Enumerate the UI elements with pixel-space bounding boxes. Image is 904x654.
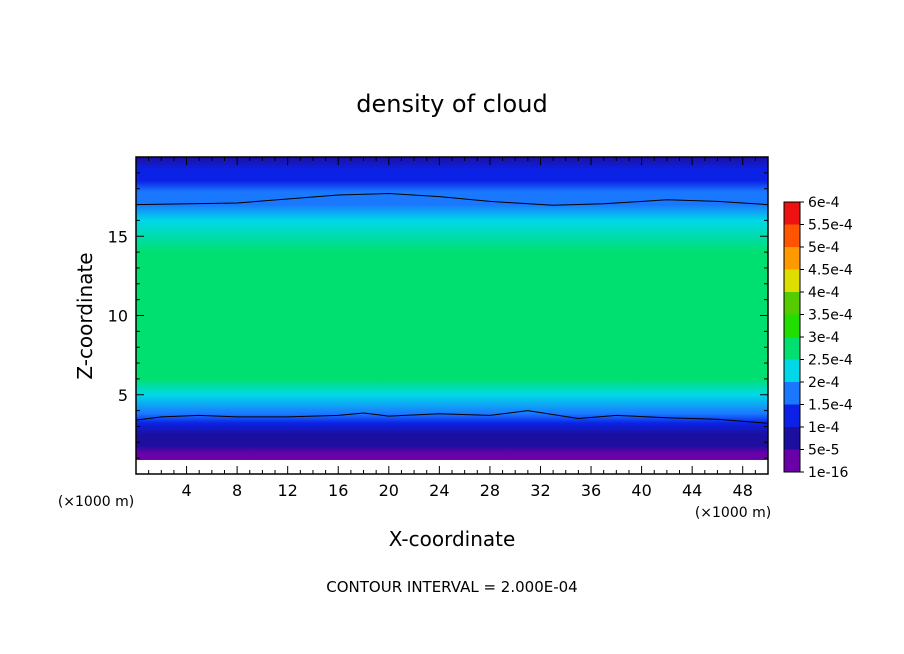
colorbar-swatch (784, 247, 800, 270)
x-axis-unit: (×1000 m) (695, 505, 771, 521)
colorbar-label: 5.5e-4 (808, 218, 853, 234)
density-field (136, 157, 768, 474)
colorbar-swatch (784, 427, 800, 450)
y-axis-unit: (×1000 m) (58, 494, 134, 510)
colorbar-label: 1e-4 (808, 420, 840, 436)
contour-line-2 (135, 410, 769, 424)
x-tick-label: 16 (328, 481, 348, 500)
colorbar-label: 3.5e-4 (808, 308, 853, 324)
y-tick-label: 5 (118, 386, 128, 405)
colorbar-label: 6e-4 (808, 195, 840, 211)
x-tick-label: 36 (581, 481, 601, 500)
y-axis-label: Z-coordinate (73, 252, 97, 379)
contour-interval-note: CONTOUR INTERVAL = 2.000E-04 (326, 578, 577, 596)
x-tick-label: 28 (480, 481, 500, 500)
colorbar-swatch (784, 314, 800, 337)
colorbar-swatch (784, 382, 800, 405)
colorbar-label: 1.5e-4 (808, 398, 853, 414)
colorbar-swatch (784, 202, 800, 225)
chart-title: density of cloud (356, 90, 547, 118)
x-tick-label: 48 (733, 481, 753, 500)
x-tick-label: 32 (530, 481, 550, 500)
y-tick-label: 10 (108, 307, 128, 326)
colorbar-legend: 1e-16 5e-5 1e-4 1.5e-4 2e-4 2.5e-4 3e-4 3.5e-4 4… (783, 195, 853, 481)
colorbar-label: 5e-4 (808, 240, 840, 256)
colorbar-swatch (784, 337, 800, 360)
colorbar-swatch (784, 224, 800, 247)
x-tick-label: 24 (429, 481, 449, 500)
x-axis-ticks: 4 8 12 16 20 24 28 32 36 40 44 48 (148, 157, 756, 500)
colorbar-label: 2.5e-4 (808, 353, 853, 369)
x-tick-label: 44 (682, 481, 702, 500)
x-tick-label: 12 (278, 481, 298, 500)
x-tick-label: 40 (631, 481, 651, 500)
colorbar-swatch (784, 269, 800, 292)
contour-lines (135, 192, 769, 424)
x-tick-label: 8 (232, 481, 242, 500)
colorbar-swatch (784, 292, 800, 315)
x-tick-label: 20 (379, 481, 399, 500)
colorbar-label: 2e-4 (808, 375, 840, 391)
colorbar-label: 3e-4 (808, 330, 840, 346)
colorbar-swatch (784, 449, 800, 472)
x-tick-label: 4 (181, 481, 191, 500)
colorbar-label: 4.5e-4 (808, 263, 853, 279)
y-tick-label: 15 (108, 227, 128, 246)
colorbar-label: 5e-5 (808, 443, 839, 459)
x-axis-label: X-coordinate (389, 527, 516, 551)
y-axis-ticks: 5 10 15 (108, 172, 768, 459)
colorbar-label: 1e-16 (808, 465, 848, 481)
colorbar-swatch (784, 404, 800, 427)
colorbar-swatch (784, 359, 800, 382)
colorbar-label: 4e-4 (808, 285, 840, 301)
contour-line-1 (135, 192, 769, 206)
